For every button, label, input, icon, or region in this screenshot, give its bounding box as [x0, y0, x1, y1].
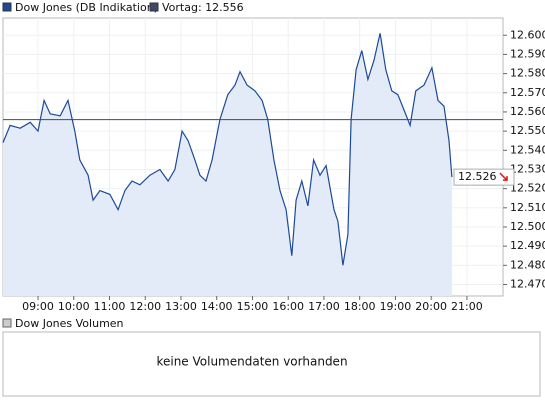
- y-tick-label: 12.570: [510, 86, 545, 99]
- current-arrow: [499, 172, 508, 181]
- x-tick-label: 17:00: [308, 300, 340, 313]
- x-tick-label: 20:00: [415, 300, 447, 313]
- x-tick-label: 19:00: [380, 300, 412, 313]
- y-tick-label: 12.550: [510, 124, 545, 137]
- reference-label: Vortag: 12.556: [162, 1, 244, 14]
- y-tick-label: 12.490: [510, 239, 545, 252]
- y-tick-label: 12.480: [510, 258, 545, 271]
- current-label: 12.526: [458, 170, 497, 183]
- legend-label: Dow Jones (DB Indikation): [15, 1, 158, 14]
- reference-swatch: [149, 2, 159, 12]
- x-tick-label: 11:00: [94, 300, 126, 313]
- y-tick-label: 12.580: [510, 67, 545, 80]
- x-tick-label: 09:00: [22, 300, 54, 313]
- x-tick-label: 18:00: [344, 300, 376, 313]
- x-tick-label: 21:00: [451, 300, 483, 313]
- x-tick-label: 13:00: [165, 300, 197, 313]
- legend-swatch: [2, 2, 12, 12]
- y-tick-label: 12.540: [510, 143, 545, 156]
- volume-frame: [2, 331, 541, 397]
- volume-legend: Dow Jones Volumen: [15, 317, 124, 330]
- current-box: [453, 168, 515, 186]
- y-tick-label: 12.500: [510, 220, 545, 233]
- y-tick-label: 12.510: [510, 201, 545, 214]
- y-tick-label: 12.520: [510, 182, 545, 195]
- x-tick-label: 10:00: [58, 300, 90, 313]
- x-tick-label: 12:00: [129, 300, 161, 313]
- volume-legend-swatch: [2, 318, 12, 328]
- line: [2, 33, 453, 266]
- y-tick-label: 12.600: [510, 28, 545, 41]
- x-tick-label: 16:00: [272, 300, 304, 313]
- y-tick-label: 12.590: [510, 47, 545, 60]
- y-tick-label: 12.470: [510, 277, 545, 290]
- volume-message: keine Volumendaten vorhanden: [156, 355, 347, 369]
- x-tick-label: 15:00: [237, 300, 269, 313]
- y-tick-label: 12.560: [510, 105, 545, 118]
- area: [3, 33, 452, 297]
- y-tick-label: 12.530: [510, 162, 545, 175]
- x-tick-label: 14:00: [201, 300, 233, 313]
